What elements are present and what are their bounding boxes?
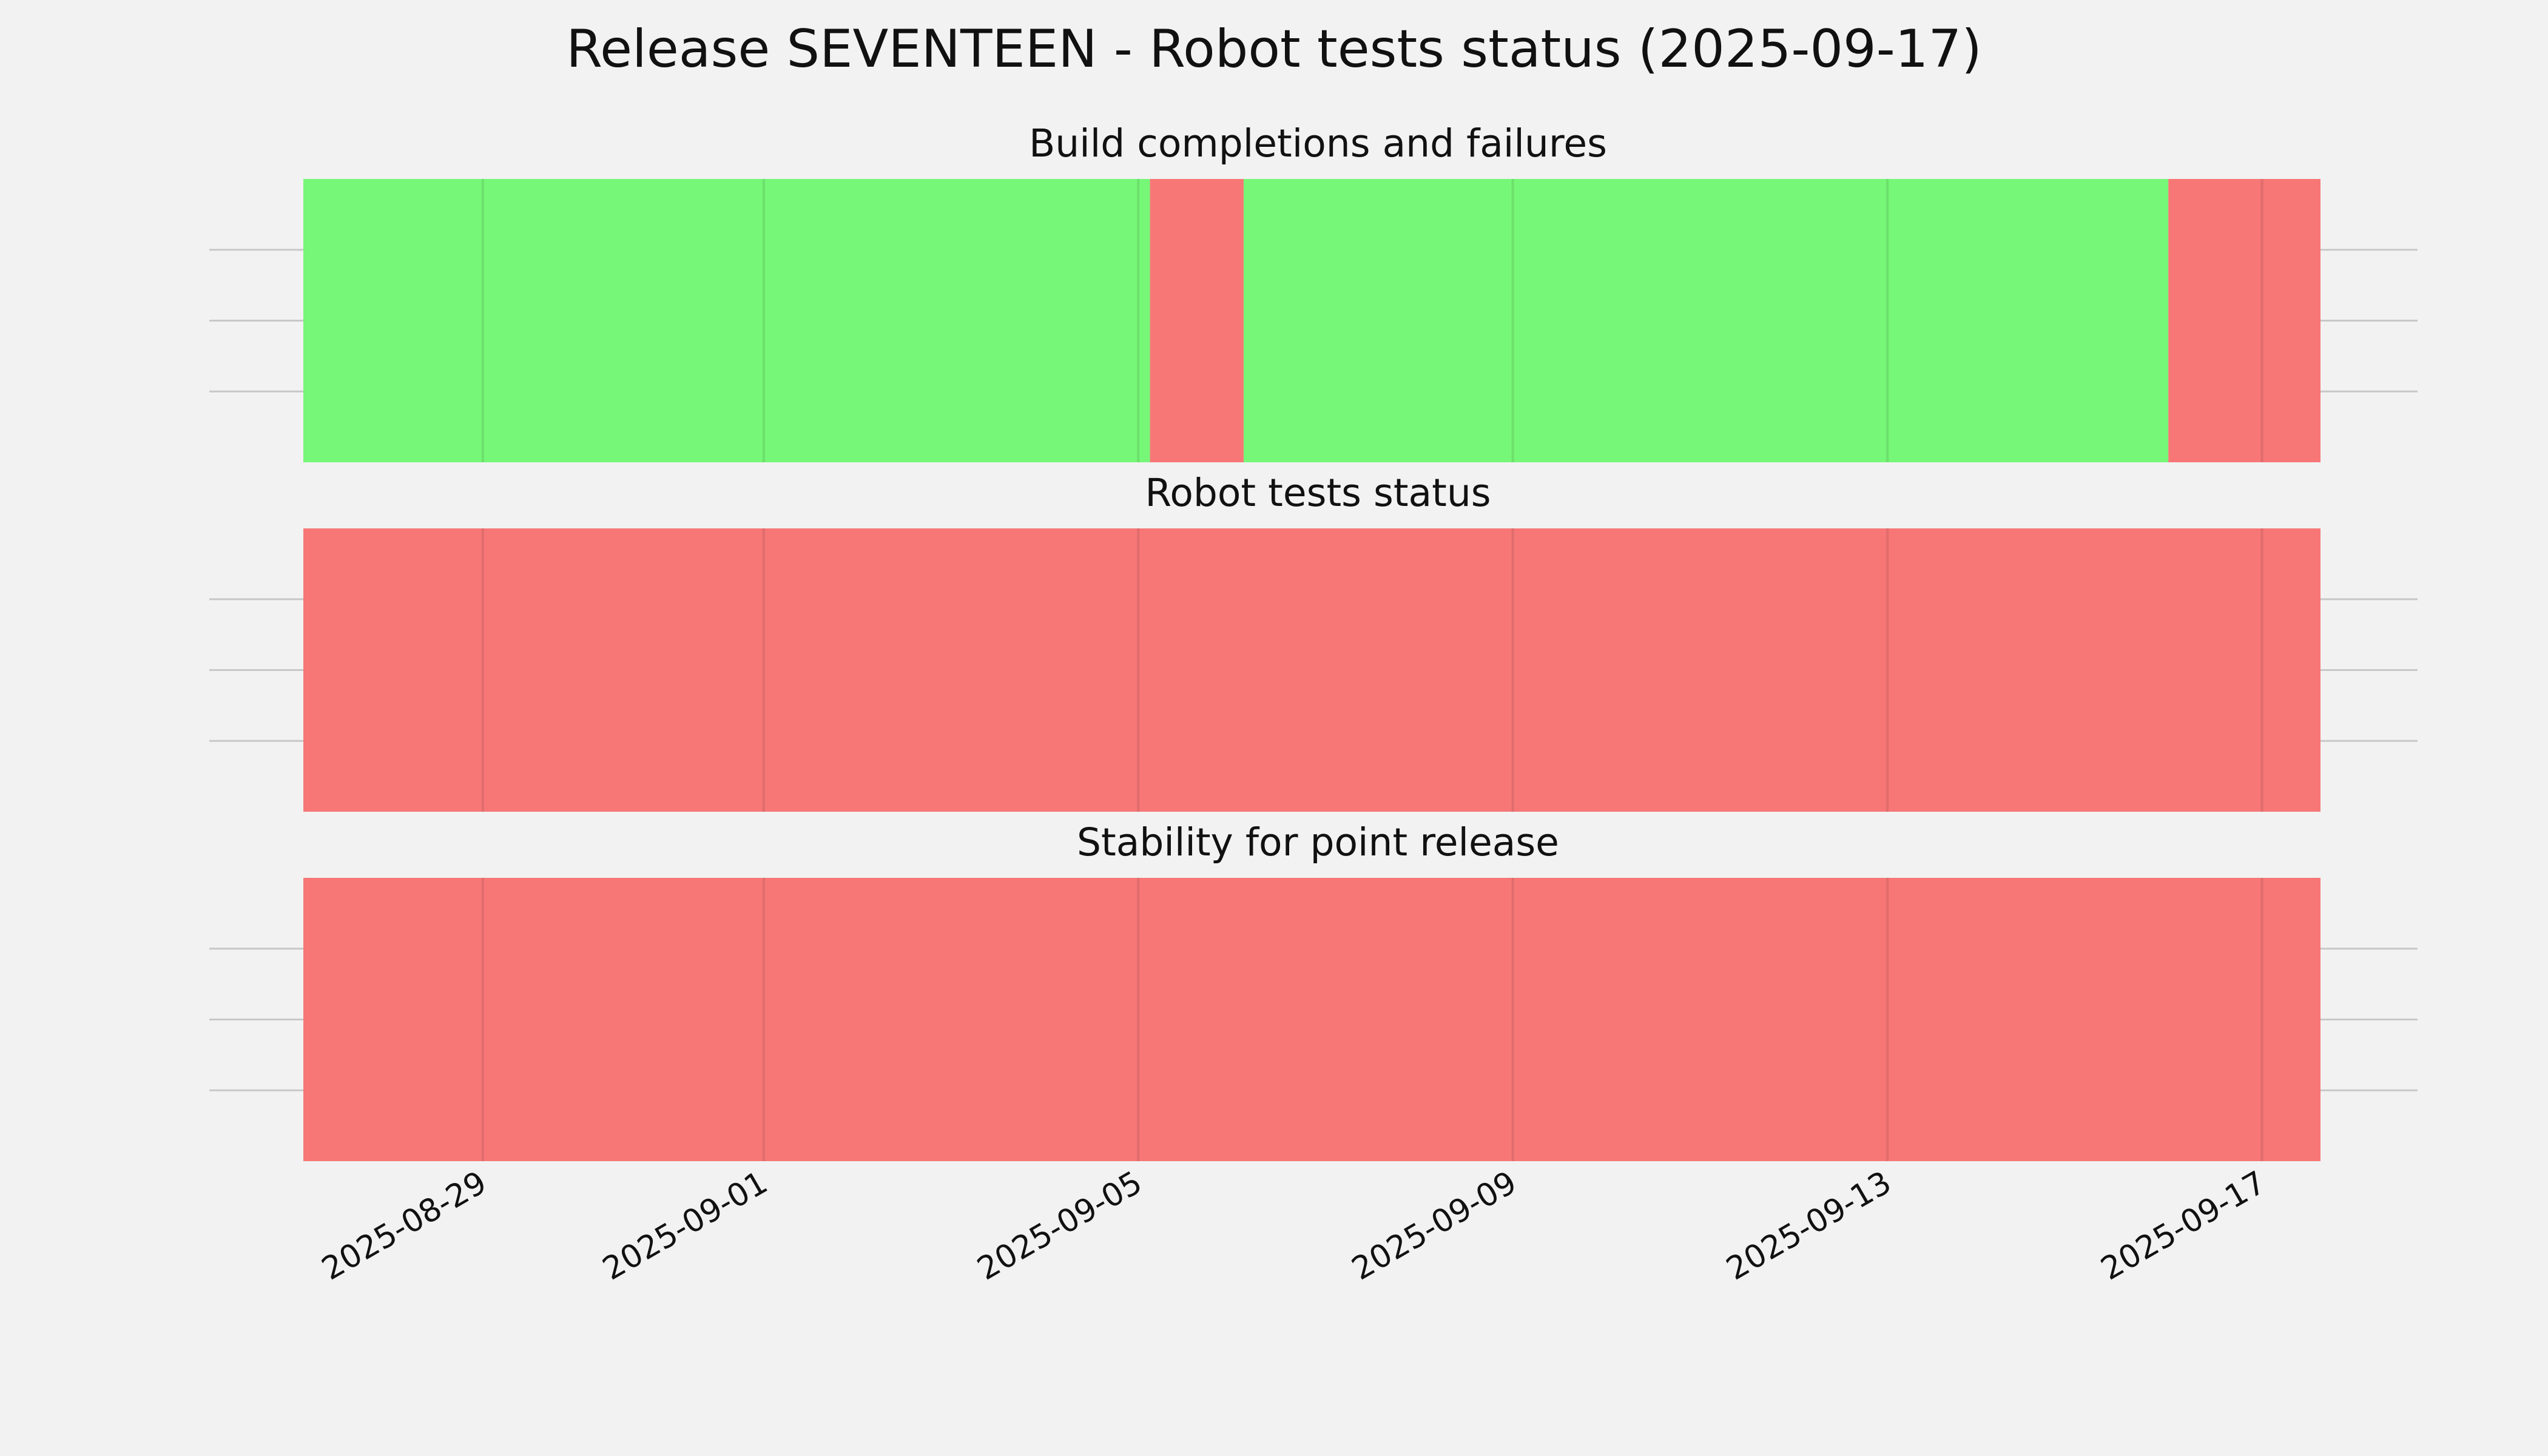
- panel-1: Build completions and failures: [209, 121, 2418, 462]
- panel-3-segment-1-failure: [303, 878, 2320, 1161]
- panel-1-segment-3-success: [1243, 179, 2169, 462]
- panel-2-title: Robot tests status: [1145, 471, 1491, 515]
- x-tick-label-6: 2025-09-17: [2095, 1164, 2272, 1287]
- x-axis: 2025-08-29 2025-09-01 2025-09-05 2025-09-09…: [316, 1164, 2272, 1287]
- x-tick-label-4: 2025-09-09: [1346, 1164, 1523, 1287]
- panel-1-segment-4-failure: [2168, 179, 2320, 462]
- x-tick-label-3: 2025-09-05: [971, 1164, 1148, 1287]
- panels-group: Build completions and failures Robot test…: [209, 121, 2418, 1161]
- x-tick-label-2: 2025-09-01: [597, 1164, 774, 1287]
- panel-2-segment-1-failure: [303, 528, 2320, 812]
- panel-1-title: Build completions and failures: [1029, 121, 1607, 166]
- x-tick-label-1: 2025-08-29: [316, 1164, 493, 1287]
- panel-1-segment-1-success: [303, 179, 1150, 462]
- panel-1-segment-2-failure: [1150, 179, 1244, 462]
- panel-3: Stability for point release: [209, 820, 2418, 1161]
- panel-2: Robot tests status: [209, 471, 2418, 812]
- panel-3-title: Stability for point release: [1077, 820, 1559, 864]
- chart-title: Release SEVENTEEN - Robot tests status (…: [566, 19, 1982, 79]
- x-tick-label-5: 2025-09-13: [1721, 1164, 1898, 1287]
